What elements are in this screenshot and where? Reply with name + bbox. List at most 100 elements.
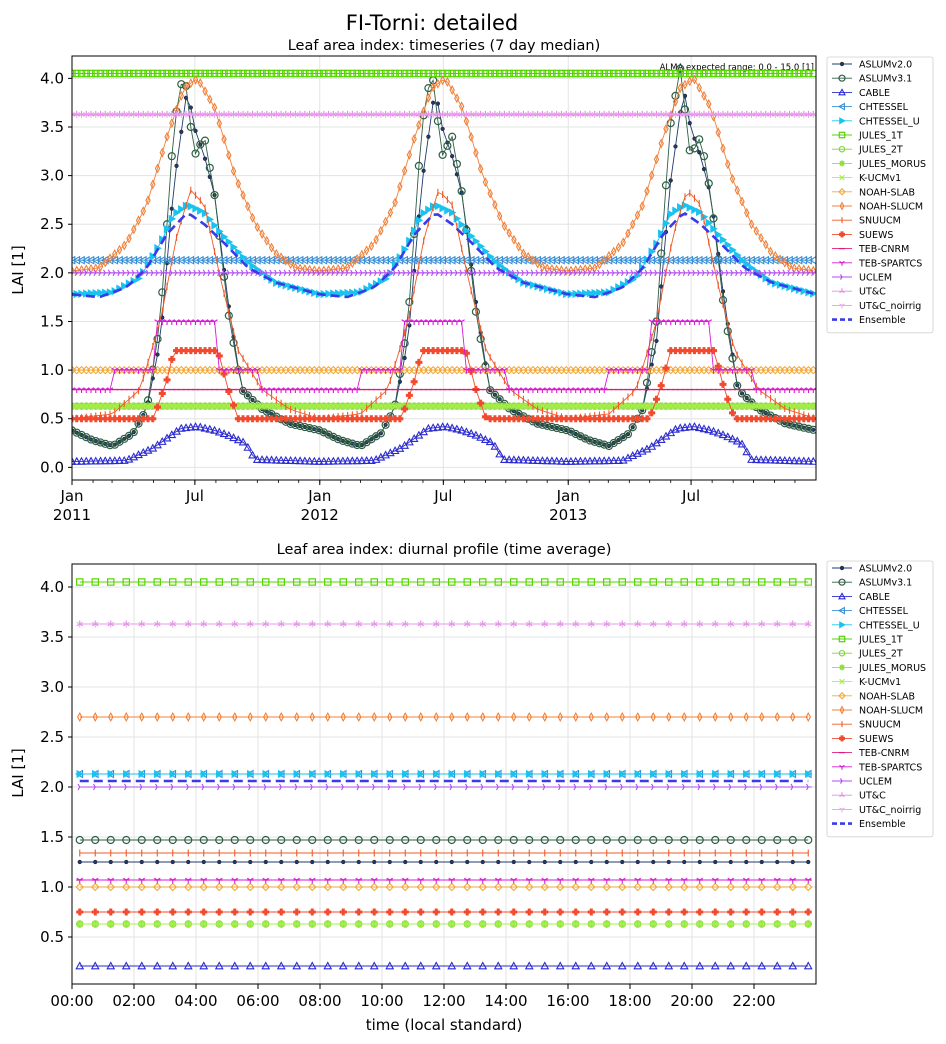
- point-noah-slucm: [371, 712, 377, 722]
- point-jules-1t: [296, 69, 304, 78]
- point-noah-slab: [493, 882, 503, 892]
- point-jules-1t: [417, 578, 425, 586]
- point-noah-slucm: [487, 188, 493, 199]
- point-chtessel-u: [619, 769, 627, 779]
- point-uclem: [454, 269, 461, 277]
- bottom-y-tick-label: 2.0: [40, 778, 64, 796]
- point-jules-1t: [602, 578, 611, 586]
- point-k-ucmv1: [182, 402, 190, 410]
- point-aslumv2-0: [790, 859, 795, 865]
- point-noah-slucm: [744, 207, 750, 218]
- point-teb-spartcs: [572, 877, 580, 884]
- point-jules-1t: [87, 69, 95, 78]
- point-noah-slab: [602, 882, 612, 892]
- point-k-ucmv1: [355, 920, 362, 928]
- top-legend: ASLUMv2.0ASLUMv3.1CABLECHTESSELCHTESSEL_…: [826, 56, 934, 334]
- legend-item-aslumv3-1: ASLUMv3.1: [832, 578, 912, 589]
- point-noah-slucm: [264, 235, 270, 246]
- point-noah-slucm: [287, 259, 294, 270]
- point-cable: [604, 456, 614, 465]
- point-suews: [719, 380, 727, 388]
- point-jules-1t: [587, 578, 595, 586]
- point-utandc-noirrig: [185, 621, 192, 628]
- point-suews: [714, 362, 722, 370]
- point-uclem: [782, 269, 789, 277]
- point-noah-slucm: [790, 712, 796, 722]
- point-teb-spartcs: [510, 877, 518, 884]
- point-cable: [590, 456, 600, 465]
- point-jules-1t: [695, 578, 704, 586]
- point-aslumv2-0: [193, 128, 198, 133]
- point-aslumv3-1: [566, 427, 576, 436]
- point-aslumv2-0: [431, 100, 436, 105]
- point-uclem: [302, 269, 309, 277]
- top-axes-frame: [71, 55, 817, 481]
- point-aslumv3-1: [590, 437, 599, 446]
- point-k-ucmv1: [738, 402, 746, 410]
- point-aslumv3-1: [370, 835, 379, 845]
- point-k-ucmv1: [557, 920, 564, 928]
- point-jules-1t: [628, 69, 637, 78]
- point-chtessel-u: [439, 204, 447, 213]
- point-cable: [400, 961, 410, 970]
- top-x-tick-label: Jul: [185, 487, 204, 505]
- point-chtessel: [224, 255, 233, 265]
- point-chtessel-u: [634, 271, 642, 280]
- point-chtessel: [794, 255, 803, 265]
- point-jules-1t: [652, 69, 661, 78]
- point-teb-spartcs: [254, 367, 261, 374]
- point-suews: [355, 908, 363, 916]
- top-y-axis-label: LAI [1]: [9, 245, 27, 294]
- legend-marker: [840, 778, 845, 784]
- point-aslumv3-1: [443, 141, 452, 150]
- point-k-ucmv1: [638, 402, 646, 410]
- point-k-ucmv1: [402, 920, 409, 928]
- point-aslumv2-0: [435, 101, 440, 106]
- point-chtessel: [599, 255, 608, 265]
- point-suews: [163, 376, 171, 384]
- point-uclem: [169, 269, 176, 277]
- point-chtessel-u: [154, 769, 162, 779]
- point-k-ucmv1: [748, 402, 755, 410]
- point-chtessel: [751, 255, 760, 265]
- point-teb-spartcs: [810, 387, 816, 394]
- point-uclem: [388, 269, 394, 277]
- point-uclem: [668, 269, 675, 277]
- point-aslumv3-1: [628, 423, 637, 432]
- point-teb-spartcs: [773, 877, 781, 884]
- point-utandc-noirrig: [216, 621, 223, 628]
- point-chtessel: [257, 255, 266, 265]
- point-noah-slucm: [772, 250, 778, 261]
- point-aslumv3-1: [452, 159, 461, 169]
- point-noah-slab: [75, 882, 85, 892]
- point-jules-1t: [262, 578, 270, 586]
- point-uclem: [170, 783, 177, 791]
- point-chtessel-u: [444, 206, 452, 215]
- point-k-ucmv1: [268, 402, 275, 410]
- point-chtessel: [399, 255, 408, 265]
- point-k-ucmv1: [387, 402, 394, 410]
- point-jules-1t: [453, 69, 461, 78]
- point-uclem: [601, 269, 608, 277]
- point-jules-1t: [234, 69, 243, 78]
- point-k-ucmv1: [173, 402, 180, 410]
- point-noah-slucm: [511, 712, 517, 722]
- point-uclem: [373, 269, 380, 277]
- point-jules-1t: [624, 69, 632, 78]
- point-k-ucmv1: [344, 402, 351, 410]
- legend-marker: [838, 88, 846, 96]
- point-uclem: [592, 269, 599, 277]
- point-uclem: [326, 269, 333, 277]
- point-utandc-noirrig: [681, 621, 688, 628]
- point-teb-spartcs: [246, 877, 254, 884]
- point-cable: [233, 435, 243, 444]
- point-noah-slucm: [439, 75, 446, 86]
- point-jules-1t: [552, 69, 561, 78]
- point-uclem: [426, 269, 432, 277]
- point-cable: [690, 422, 699, 431]
- point-k-ucmv1: [715, 402, 722, 410]
- point-jules-1t: [747, 69, 756, 78]
- point-jules-1t: [481, 69, 490, 78]
- point-cable: [586, 961, 596, 970]
- point-chtessel: [514, 255, 523, 265]
